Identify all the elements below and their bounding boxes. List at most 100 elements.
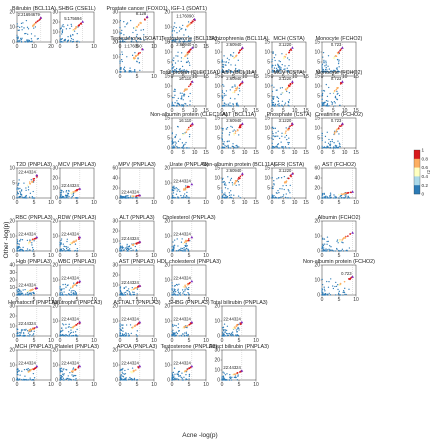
snp-point xyxy=(126,245,128,247)
snp-point xyxy=(272,186,274,188)
snp-point xyxy=(231,182,233,184)
snp-point xyxy=(230,194,232,196)
snp-point xyxy=(223,143,225,145)
snp-point xyxy=(223,55,225,57)
snp-point xyxy=(59,285,61,288)
x-tick-label: 0 xyxy=(59,382,62,388)
snp-point xyxy=(176,32,178,34)
snp-point xyxy=(143,39,145,41)
snp-point xyxy=(29,333,31,336)
snp-point xyxy=(70,36,72,38)
snp-point xyxy=(174,62,177,64)
snp-point xyxy=(179,92,182,94)
snp-point xyxy=(22,379,24,381)
snp-point xyxy=(121,60,123,63)
snp-point xyxy=(322,103,324,105)
snp-point xyxy=(74,294,76,296)
snp-point xyxy=(61,293,63,295)
lead-snp-label: 2:60940 xyxy=(226,76,242,81)
snp-point xyxy=(332,147,334,149)
snp-point xyxy=(226,71,228,73)
y-tick-label: 20 xyxy=(164,219,170,225)
snp-point xyxy=(30,292,32,294)
snp-point xyxy=(338,290,340,292)
snp-point xyxy=(345,249,347,252)
lead-snp-marker xyxy=(35,173,39,177)
snp-point xyxy=(173,293,175,295)
snp-point xyxy=(76,328,78,331)
snp-point xyxy=(237,326,239,329)
snp-point xyxy=(174,188,176,190)
snp-point xyxy=(344,236,347,239)
y-tick-label: 0 xyxy=(317,249,320,255)
snp-point xyxy=(228,332,231,335)
snp-point xyxy=(286,86,289,89)
snp-point xyxy=(321,147,324,149)
snp-point xyxy=(189,82,192,85)
lead-snp-marker xyxy=(35,286,39,290)
lead-snp-label: 22:44324 xyxy=(61,232,79,237)
lead-snp-label: 8:128 xyxy=(136,11,147,16)
snp-point xyxy=(227,146,229,148)
snp-point xyxy=(59,196,61,198)
snp-point xyxy=(119,323,121,325)
snp-point xyxy=(124,247,126,249)
snp-point xyxy=(328,195,331,197)
snp-point xyxy=(185,379,187,381)
snp-point xyxy=(327,293,329,296)
snp-point xyxy=(173,105,176,107)
snp-point xyxy=(171,34,174,36)
y-tick-label: 5 xyxy=(167,136,170,142)
snp-point xyxy=(337,140,339,142)
snp-point xyxy=(65,189,68,192)
snp-point xyxy=(33,330,35,332)
snp-point xyxy=(229,102,231,104)
snp-point xyxy=(172,71,174,73)
snp-point xyxy=(127,368,129,370)
snp-point xyxy=(174,373,176,375)
snp-point xyxy=(59,191,62,194)
snp-point xyxy=(231,334,233,337)
snp-point xyxy=(173,57,175,59)
snp-point xyxy=(272,98,275,100)
snp-point xyxy=(327,65,329,67)
x-tick-label: 5 xyxy=(136,200,139,206)
x-tick-label: 15 xyxy=(303,200,309,206)
snp-point xyxy=(36,20,39,23)
snp-point xyxy=(179,248,181,251)
snp-point xyxy=(337,242,339,244)
snp-point xyxy=(237,195,240,197)
snp-point xyxy=(223,193,225,195)
snp-point xyxy=(124,26,126,28)
x-tick-label: 5 xyxy=(182,74,185,80)
x-tick-label: 15 xyxy=(253,150,259,156)
snp-point xyxy=(63,334,65,337)
x-tick-label: 10 xyxy=(151,200,157,206)
snp-point xyxy=(28,181,31,183)
y-tick-label: 20 xyxy=(112,20,118,26)
y-axis-label: Other -log(p) xyxy=(3,222,10,259)
snp-point xyxy=(28,242,30,244)
lead-snp-marker xyxy=(190,80,194,83)
snp-point xyxy=(74,197,77,199)
snp-point xyxy=(171,145,173,148)
snp-point xyxy=(171,246,173,248)
snp-point xyxy=(75,323,77,326)
snp-point xyxy=(333,130,336,132)
snp-point xyxy=(66,238,68,240)
snp-point xyxy=(282,195,284,198)
snp-point xyxy=(337,59,339,61)
snp-point xyxy=(137,37,140,40)
snp-point xyxy=(121,51,123,53)
snp-point xyxy=(323,59,325,62)
snp-point xyxy=(17,369,19,371)
snp-point xyxy=(330,101,333,103)
snp-point xyxy=(321,102,323,104)
snp-point xyxy=(135,249,138,252)
snp-point xyxy=(65,246,68,248)
snp-point xyxy=(172,332,175,334)
snp-point xyxy=(61,30,63,32)
snp-point xyxy=(68,190,70,192)
y-tick-label: 10 xyxy=(164,181,170,187)
